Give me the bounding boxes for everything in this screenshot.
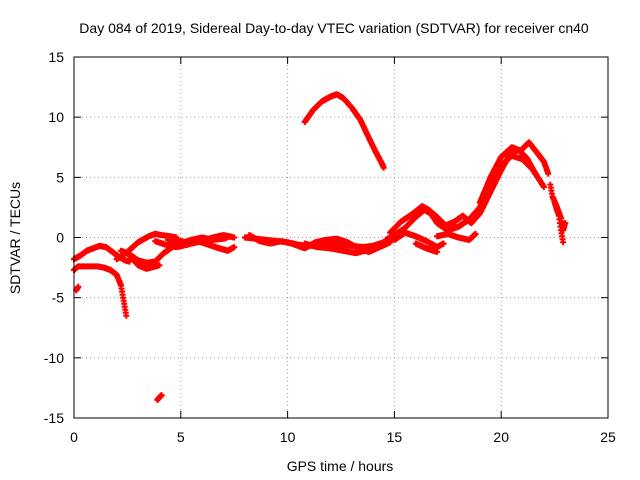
series-arc-i [154,392,165,403]
y-tick-label: 5 [56,169,64,185]
data-point-markers [126,252,163,272]
series-arc-f [126,252,163,272]
data-point-markers [382,152,547,243]
x-tick-label: 15 [387,429,403,445]
x-tick-label: 0 [70,429,78,445]
chart-title: Day 084 of 2019, Sidereal Day-to-day VTE… [79,20,589,36]
data-point-markers [301,91,387,171]
y-tick-label: 15 [48,49,64,65]
series-arc-m [301,91,387,171]
axis-ticks: 0 5 10 15 20 25 -15 -10 -5 0 5 10 15 [44,49,616,445]
x-axis-label: GPS time / hours [287,458,394,474]
x-tick-label: 20 [493,429,509,445]
data-point-markers [412,240,441,255]
series-arc-c [73,283,82,294]
data-point-markers [301,240,383,257]
series-arc-r [434,230,479,243]
data-point-markers [391,229,447,251]
series-arc-p [391,229,447,251]
data-point-markers [476,139,552,206]
x-tick-label: 10 [280,429,296,445]
y-tick-label: -10 [44,350,64,366]
y-tick-label: -5 [52,290,65,306]
data-point-markers [73,283,82,294]
data-point-markers [434,230,479,243]
y-tick-label: -15 [44,410,64,426]
x-tick-label: 5 [177,429,185,445]
series-arc-h [165,232,238,247]
data-point-markers [154,392,165,403]
data-point-markers [71,263,130,319]
y-axis-label: SDTVAR / TECUs [7,182,23,294]
data-point-markers [551,199,567,246]
data-point-markers [165,232,238,247]
data-points [71,91,569,403]
series-arc-b [71,263,130,319]
series-arc-u [551,199,567,246]
y-tick-label: 0 [56,230,64,246]
series-arc-s [476,139,552,206]
x-tick-label: 25 [600,429,616,445]
series-arc-n [382,152,547,243]
series-arc-q [412,240,441,255]
y-tick-label: 10 [48,109,64,125]
series-arc-l [301,240,383,257]
